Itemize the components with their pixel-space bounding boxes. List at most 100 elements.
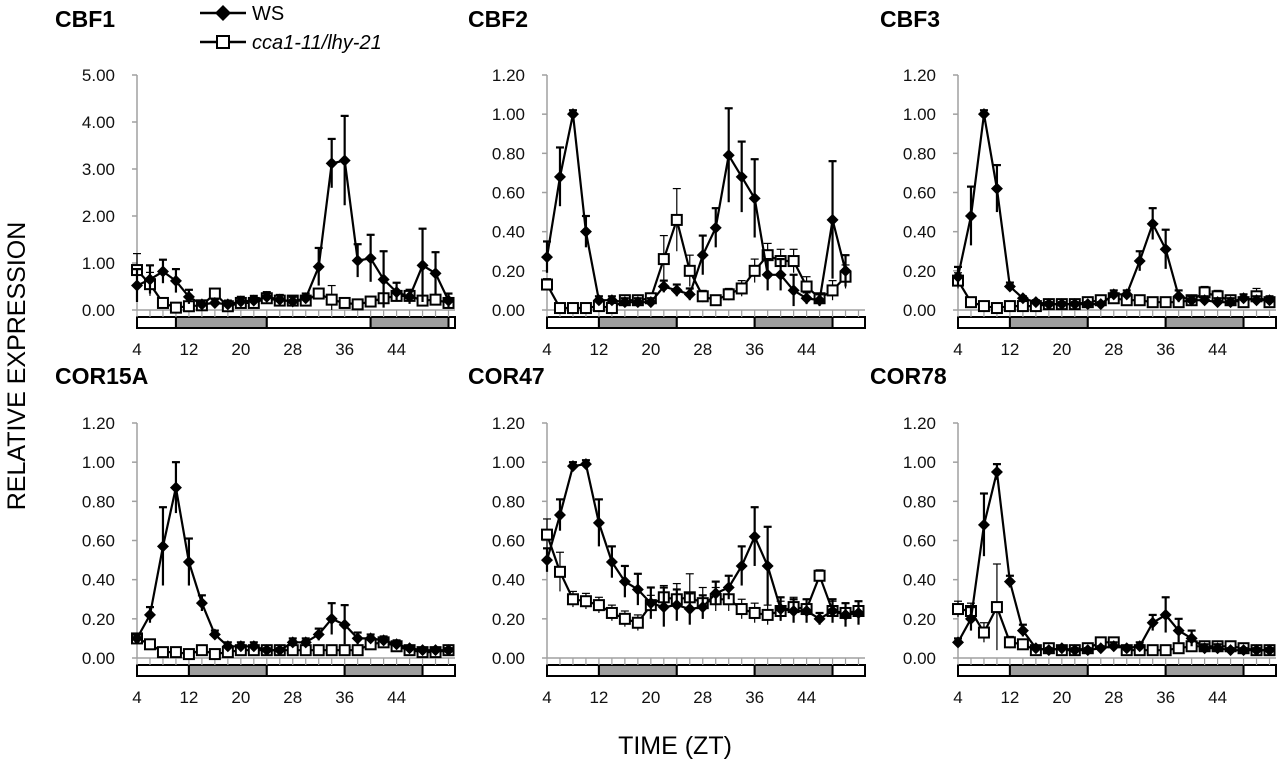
x-tick-label: 28 — [1104, 688, 1123, 707]
data-point-diamond — [143, 608, 156, 621]
y-tick-label: 0.60 — [82, 532, 115, 551]
data-point-diamond — [182, 556, 195, 569]
data-point-diamond — [1120, 288, 1133, 301]
panel-title: COR78 — [870, 363, 947, 389]
data-point-diamond — [247, 640, 260, 653]
light-period-bar — [1086, 664, 1167, 677]
data-point-square — [592, 599, 605, 612]
panel-title: CBF2 — [468, 6, 528, 32]
y-tick-label: 0.80 — [82, 492, 115, 511]
data-point-square — [182, 648, 195, 661]
data-point-square — [143, 638, 156, 651]
dark-period-bar — [343, 664, 424, 677]
data-point-diamond — [1237, 644, 1250, 657]
data-point-square — [351, 298, 364, 311]
y-tick-label: 0.00 — [492, 649, 525, 668]
x-tick-label: 44 — [1208, 340, 1227, 359]
y-tick-label: 3.00 — [82, 160, 115, 179]
data-point-diamond — [390, 286, 403, 299]
data-point-diamond — [990, 465, 1003, 478]
y-tick-label: 0.80 — [492, 144, 525, 163]
data-point-square — [156, 296, 169, 309]
x-tick-label: 20 — [641, 688, 660, 707]
x-tick-label: 4 — [132, 688, 141, 707]
data-point-diamond — [1081, 644, 1094, 657]
data-point-diamond — [1224, 644, 1237, 657]
dark-period-bar — [753, 316, 834, 329]
y-tick-label: 0.40 — [492, 223, 525, 242]
light-period-bar — [447, 316, 456, 329]
data-point-square — [977, 626, 990, 639]
data-point-diamond — [696, 249, 709, 262]
data-point-diamond — [1029, 642, 1042, 655]
data-point-diamond — [952, 270, 964, 283]
y-tick-label: 0.00 — [492, 301, 525, 320]
y-tick-label: 0.20 — [903, 610, 936, 629]
data-point-diamond — [1198, 642, 1211, 655]
data-point-square — [952, 603, 964, 616]
data-point-square — [800, 280, 813, 293]
data-point-diamond — [429, 644, 442, 657]
data-point-square — [748, 264, 761, 277]
data-point-diamond — [579, 225, 592, 238]
data-point-diamond — [312, 628, 325, 641]
data-point-square — [990, 601, 1003, 614]
data-point-diamond — [1094, 298, 1107, 311]
x-tick-label: 44 — [387, 340, 406, 359]
data-point-diamond — [312, 260, 325, 273]
x-tick-label: 12 — [179, 688, 198, 707]
data-point-diamond — [403, 642, 416, 655]
data-point-square — [156, 646, 169, 659]
data-point-diamond — [1042, 644, 1055, 657]
data-point-diamond — [813, 294, 826, 307]
x-tick-label: 28 — [693, 688, 712, 707]
data-point-square — [566, 593, 579, 606]
dark-period-bar — [753, 664, 834, 677]
data-point-diamond — [579, 458, 592, 471]
legend-item-ws: WS — [200, 3, 284, 25]
data-point-diamond — [657, 601, 670, 614]
y-tick-label: 1.00 — [82, 453, 115, 472]
data-point-diamond — [156, 265, 169, 278]
x-tick-label: 36 — [745, 688, 764, 707]
data-point-diamond — [221, 298, 234, 311]
data-point-diamond — [1146, 616, 1159, 629]
x-tick-label: 36 — [1156, 688, 1175, 707]
data-point-diamond — [657, 280, 670, 293]
data-point-diamond — [1211, 296, 1224, 309]
data-point-square — [631, 616, 644, 629]
data-point-diamond — [156, 540, 169, 553]
data-point-diamond — [1133, 640, 1146, 653]
data-point-square — [1172, 642, 1185, 655]
data-point-diamond — [1185, 632, 1198, 645]
y-axis-label: RELATIVE EXPRESSION — [3, 222, 31, 511]
series-line — [136, 159, 450, 306]
y-tick-label: 0.80 — [903, 492, 936, 511]
dark-period-bar — [369, 316, 450, 329]
data-point-diamond — [964, 612, 977, 625]
data-point-diamond — [722, 149, 735, 162]
data-point-square — [325, 293, 338, 306]
data-point-square — [579, 302, 592, 315]
x-tick-label: 20 — [231, 688, 250, 707]
data-point-diamond — [952, 636, 964, 649]
data-point-diamond — [273, 644, 286, 657]
data-point-diamond — [1250, 644, 1263, 657]
data-point-diamond — [221, 640, 234, 653]
series-ws — [541, 458, 865, 627]
data-point-diamond — [169, 274, 182, 287]
y-tick-label: 1.00 — [492, 105, 525, 124]
data-point-diamond — [1146, 217, 1159, 230]
x-tick-label: 20 — [1052, 340, 1071, 359]
data-point-diamond — [1016, 624, 1029, 637]
data-point-diamond — [442, 294, 455, 307]
y-tick-label: 0.40 — [903, 223, 936, 242]
y-tick-label: 1.20 — [903, 66, 936, 85]
data-point-diamond — [670, 284, 683, 297]
data-point-diamond — [1029, 296, 1042, 309]
light-period-bar — [1086, 316, 1167, 329]
data-point-square — [1003, 300, 1016, 313]
data-point-square — [1133, 294, 1146, 307]
y-tick-label: 1.00 — [82, 254, 115, 273]
y-tick-label: 0.60 — [492, 532, 525, 551]
